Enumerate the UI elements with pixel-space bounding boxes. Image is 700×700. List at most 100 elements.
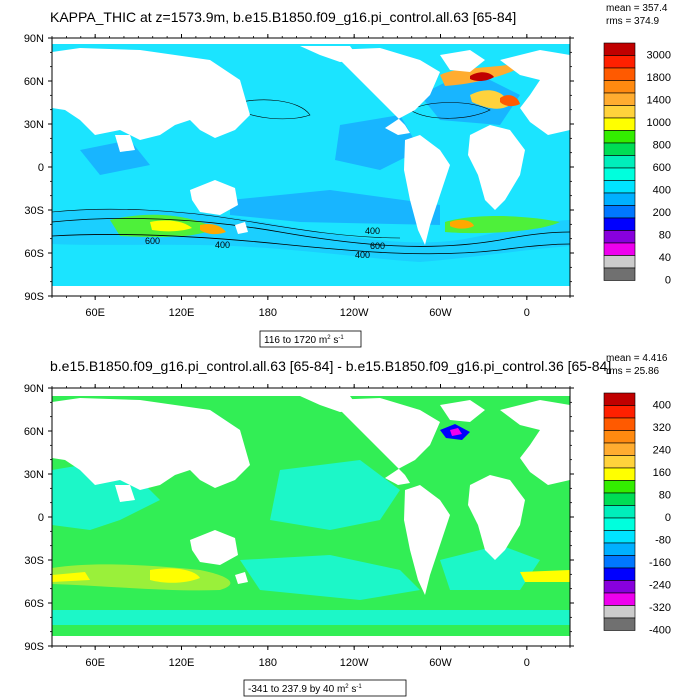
colorbar-label: 0 [665, 275, 671, 287]
x-tick-label: 120W [340, 657, 369, 669]
land-africa [468, 125, 525, 210]
contour-line [409, 102, 491, 119]
land-alaska [300, 396, 360, 412]
y-tick-label: 90N [24, 33, 44, 45]
contour-label: 400 [355, 250, 370, 260]
colorbar-swatch [603, 180, 636, 194]
y-tick-label: 90S [24, 291, 44, 303]
x-tick-label: 0 [524, 307, 530, 319]
colorbar-label: 80 [659, 230, 671, 242]
land-antarctica [52, 636, 570, 646]
map-1: 400 600 400 600 400 90N 60N 30N 0 30S 60S 90S 6… [24, 33, 574, 319]
colorbar-swatch [603, 55, 636, 69]
land [52, 38, 570, 245]
panel-1-rms: rms = 374.9 [606, 16, 660, 27]
colorbar-label: 200 [653, 207, 671, 219]
colorbar-swatch [603, 242, 636, 256]
colorbar-swatch [603, 142, 636, 156]
colorbar-2: 400 320 240 160 80 0 -80 -160 -240 -320 -400 [603, 392, 671, 637]
diff-patch [520, 570, 570, 582]
colorbar-label: 3000 [647, 50, 671, 62]
x-tick-label: 180 [259, 307, 277, 319]
diff-patch [52, 610, 570, 625]
panel-2-rms: rms = 25.86 [606, 366, 660, 377]
colorbar-swatch [603, 230, 636, 244]
land-asia [52, 48, 250, 140]
colorbar-label: 240 [653, 445, 671, 457]
land-new-zealand [235, 222, 248, 234]
colorbar-label: -160 [649, 557, 671, 569]
colorbar-swatch [603, 92, 636, 106]
colorbar-swatch [603, 592, 636, 606]
colorbar-swatch [603, 442, 636, 456]
colorbar-swatch [603, 255, 636, 269]
panel-2-mean: mean = 4.416 [606, 353, 668, 364]
map-2-ticks: 90N 60N 30N 0 30S 60S 90S 60E 120E 180 120W 60W 0 [24, 383, 574, 669]
colorbar-swatch [603, 467, 636, 481]
x-tick-label: 60W [429, 307, 452, 319]
y-tick-label: 60S [24, 598, 44, 610]
diff-patch [450, 428, 462, 436]
colorbar-swatch [603, 430, 636, 444]
panel-1: KAPPA_THIC at z=1573.9m, b.e15.B1850.f09… [24, 3, 671, 348]
diff-patch [270, 460, 400, 530]
arctic-coast [52, 38, 570, 44]
contour-label: 600 [145, 236, 160, 246]
high-kappa-patch [500, 95, 520, 107]
colorbar-label: -240 [649, 580, 671, 592]
land-greenland [440, 50, 485, 72]
panel-2-title: b.e15.B1850.f09_g16.pi_control.all.63 [6… [50, 358, 611, 374]
range-label-2: -341 to 237.9 by 40 m2 s-1 [243, 679, 407, 697]
map-2: 90N 60N 30N 0 30S 60S 90S 60E 120E 180 120W 60W 0 [24, 383, 574, 669]
y-tick-label: 90N [24, 383, 44, 395]
land-north-america [330, 48, 440, 135]
x-tick-label: 60W [429, 657, 452, 669]
diff-patch [440, 545, 540, 590]
range-label-2-box [243, 679, 407, 697]
colorbar-label: 1000 [647, 117, 671, 129]
colorbar-swatch [603, 392, 636, 406]
high-kappa-patch [470, 72, 494, 82]
colorbar-label: 40 [659, 252, 671, 264]
x-tick-label: 60E [85, 657, 105, 669]
colorbar-label: 0 [665, 512, 671, 524]
colorbar-swatch [603, 455, 636, 469]
colorbar-swatch [603, 405, 636, 419]
colorbar-swatch [603, 542, 636, 556]
colorbar-label: 320 [653, 422, 671, 434]
high-kappa-patch [450, 219, 474, 229]
colorbar-swatch [603, 417, 636, 431]
land-india [115, 485, 135, 502]
colorbar-swatch [603, 155, 636, 169]
land-eurasia-west [500, 50, 570, 135]
colorbar-swatch [603, 67, 636, 81]
high-kappa-patch [470, 90, 510, 109]
land-new-zealand [235, 572, 248, 584]
x-tick-label: 120E [169, 307, 195, 319]
y-tick-label: 90S [24, 641, 44, 653]
colorbar-swatch [603, 580, 636, 594]
x-tick-label: 0 [524, 657, 530, 669]
panel-2: b.e15.B1850.f09_g16.pi_control.all.63 [6… [24, 353, 671, 697]
colorbar-swatch [603, 267, 636, 281]
diff-patch [150, 568, 200, 583]
land-australia [190, 530, 238, 565]
contour-line [51, 217, 571, 247]
colorbar-swatch [603, 567, 636, 581]
y-tick-label: 30S [24, 555, 44, 567]
map-1-ticks: 90N 60N 30N 0 30S 60S 90S 60E 120E 180 120W 60W 0 [24, 33, 574, 319]
colorbar-label: -400 [649, 625, 671, 637]
x-tick-label: 120W [340, 307, 369, 319]
colorbar-label: 400 [653, 185, 671, 197]
y-tick-label: 30N [24, 119, 44, 131]
contour-line [51, 208, 401, 239]
y-tick-label: 60N [24, 426, 44, 438]
colorbar-label: 800 [653, 140, 671, 152]
high-kappa-patch [445, 216, 560, 234]
x-tick-label: 180 [259, 657, 277, 669]
range-label-1-box [259, 330, 362, 348]
diff-patch [240, 555, 420, 600]
land-australia [190, 180, 238, 215]
contour-label: 400 [365, 226, 380, 236]
